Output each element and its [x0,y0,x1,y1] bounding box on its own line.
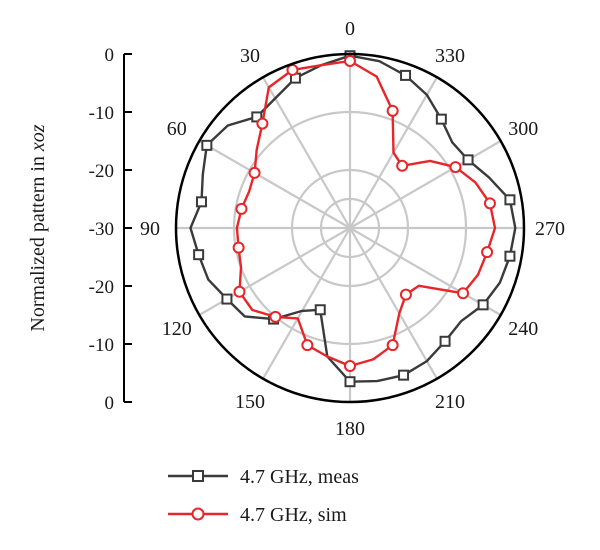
meas-point [439,335,451,347]
sim-point [386,339,399,352]
y-axis-title: Normalized pattern in xoz [27,124,49,331]
angle-label: 180 [335,418,365,440]
meas-point [193,249,205,261]
meas-point [314,304,326,316]
y-tick-label: 0 [105,45,115,66]
y-tick-label: -20 [89,161,114,182]
angle-label: 150 [235,391,265,413]
series-layer [189,50,517,388]
meas-point [398,369,410,381]
sim-point [386,104,399,117]
sim-point [248,166,261,179]
sim-point [449,161,462,174]
legend-label: 4.7 GHz, sim [240,504,347,526]
meas-point [477,299,489,311]
meas-point [462,154,474,166]
sim-point [457,287,470,300]
sim-point [256,117,269,130]
sim-point [344,360,356,373]
angle-label: 0 [345,18,355,40]
legend-label: 4.7 GHz, meas [240,466,359,488]
sim-point [399,288,412,301]
meas-point [504,194,516,206]
legend-marker-square [192,470,204,482]
meas-point [201,139,213,151]
outer-circle [174,52,526,404]
y-tick-label: -10 [89,103,114,124]
sim-point [233,285,246,298]
angle-label: 330 [435,45,465,67]
sim-point [483,197,496,210]
meas-point [221,293,233,305]
sim-point [344,54,356,67]
sim-point [235,202,248,215]
sim-point [286,63,299,76]
angle-label: 60 [167,118,187,140]
angle-labels: 0 30 60 90 120 150 180 210 240 270 300 330 [140,18,565,440]
y-tick-label: 0 [105,393,115,414]
legend: 4.7 GHz, meas 4.7 GHz, sim [168,466,359,526]
sim-point [481,246,494,259]
angle-label: 90 [140,218,160,240]
angle-label: 300 [508,118,538,140]
angle-label: 210 [435,391,465,413]
meas-point [195,196,207,208]
y-axis: 0 -10 -20 -30 -20 -10 0 [89,45,132,414]
y-tick-label: -30 [89,219,114,240]
grid-spoke [349,227,438,380]
meas-point [344,376,356,388]
sim-point [269,310,282,323]
meas-point [400,69,412,81]
angle-label: 240 [508,318,538,340]
sim-point [301,339,314,352]
y-tick-label: -20 [89,277,114,298]
grid-spoke [349,140,502,229]
sim-point [396,159,409,172]
outer-ring [174,52,526,404]
grid-spoke [262,227,351,380]
grid-spoke [198,140,351,229]
angle-label: 30 [240,45,260,67]
polar-grid [176,54,524,402]
angle-label: 120 [162,318,192,340]
sim-point [232,241,245,254]
meas-point [504,250,516,262]
angle-label: 270 [535,218,565,240]
grid-spoke [349,227,502,316]
y-tick-label: -10 [89,335,114,356]
meas-point [435,113,447,125]
grid-spoke [262,76,351,229]
legend-marker-circle [191,507,205,521]
